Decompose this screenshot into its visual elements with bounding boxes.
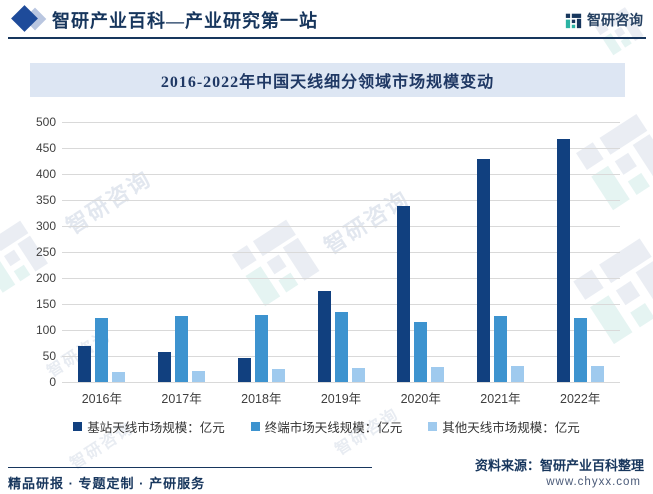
bar (271, 369, 285, 382)
bar (556, 139, 570, 382)
bar (317, 291, 331, 382)
bar (175, 316, 189, 382)
x-axis: 2016年 2017年 2018年 2019年 2020年 2021年 2022年 (62, 388, 620, 407)
grid-line (62, 200, 620, 201)
brand-diamond-icon (11, 5, 49, 32)
bar (237, 358, 251, 382)
bar-group (142, 122, 222, 382)
plot-area (62, 122, 620, 383)
x-tick-label: 2020年 (400, 392, 441, 406)
y-tick-label: 400 (35, 167, 56, 181)
grid-line (62, 278, 620, 279)
bar (254, 315, 268, 382)
legend-item: 基站天线市场规模：亿元 (73, 417, 225, 436)
header: 智研产业百科—产业研究第一站 智研咨询 (0, 0, 653, 39)
bar-group (381, 122, 461, 382)
data-source: 资料来源：智研产业百科整理 (474, 458, 644, 473)
legend-item: 其他天线市场规模：亿元 (428, 417, 580, 436)
bar (510, 366, 524, 382)
brand-name: 智研咨询 (587, 12, 643, 28)
grid-line (62, 382, 620, 383)
y-tick-label: 500 (35, 115, 56, 129)
footer-services: 精品研报 · 专题定制 · 产研服务 (8, 476, 206, 491)
y-tick-label: 350 (35, 193, 56, 207)
x-tick-label: 2017年 (161, 392, 202, 406)
grid-line (62, 252, 620, 253)
bar (192, 371, 206, 382)
grid-line (62, 304, 620, 305)
grid-line (62, 122, 620, 123)
bar-group (461, 122, 541, 382)
bar-group (540, 122, 620, 382)
legend-swatch-icon (73, 422, 83, 431)
grid-line (62, 174, 620, 175)
bar (414, 322, 428, 382)
bar (351, 368, 365, 382)
x-tick-label: 2021年 (480, 392, 521, 406)
bar (590, 366, 604, 382)
x-tick-label: 2019年 (320, 392, 362, 406)
y-tick-label: 50 (42, 349, 56, 363)
legend: 基站天线市场规模：亿元 终端市场天线规模：亿元 其他天线市场规模：亿元 (0, 417, 653, 436)
bar-group (62, 122, 142, 382)
x-tick-label: 2016年 (81, 392, 123, 406)
header-title: 智研产业百科—产业研究第一站 (52, 11, 318, 31)
legend-item: 终端市场天线规模：亿元 (250, 417, 403, 436)
y-axis: 500 450 400 350 300 250 200 150 100 50 0 (28, 114, 58, 398)
y-tick-label: 200 (35, 271, 56, 285)
x-tick-label: 2022年 (560, 392, 601, 406)
bar (158, 352, 172, 382)
grid-line (62, 148, 620, 149)
bar (573, 318, 587, 382)
y-tick-label: 0 (49, 375, 56, 389)
legend-label: 基站天线市场规模：亿元 (87, 421, 225, 435)
bar (493, 316, 507, 382)
legend-swatch-icon (250, 422, 260, 431)
bar (334, 312, 348, 382)
brand-logo: 智研咨询 (565, 10, 643, 30)
bar (95, 318, 109, 382)
y-tick-label: 100 (35, 323, 56, 337)
bar-group (221, 122, 301, 382)
bar (112, 372, 126, 382)
chart-title-banner: 2016-2022年中国天线细分领域市场规模变动 (30, 63, 625, 97)
bar-groups (62, 122, 620, 382)
header-divider (8, 37, 646, 39)
legend-label: 终端市场天线规模：亿元 (264, 421, 403, 435)
y-tick-label: 150 (35, 297, 56, 311)
x-tick-label: 2018年 (241, 392, 282, 406)
website-url: www.chyxx.com (546, 476, 641, 488)
y-tick-label: 300 (35, 219, 56, 233)
bar (476, 159, 490, 382)
bar (431, 367, 445, 382)
bar (78, 346, 92, 382)
footer-divider (8, 467, 372, 468)
legend-swatch-icon (428, 422, 438, 431)
y-tick-label: 250 (35, 245, 56, 259)
bar-group (301, 122, 381, 382)
bar (397, 206, 411, 382)
y-tick-label: 450 (35, 141, 56, 155)
bar-chart: 500 450 400 350 300 250 200 150 100 50 0 2016年 2017… (28, 114, 626, 406)
zhiyan-logo-icon (565, 13, 582, 28)
chart-title: 2016-2022年中国天线细分领域市场规模变动 (160, 74, 495, 91)
grid-line (62, 226, 620, 227)
legend-label: 其他天线市场规模：亿元 (442, 421, 580, 435)
